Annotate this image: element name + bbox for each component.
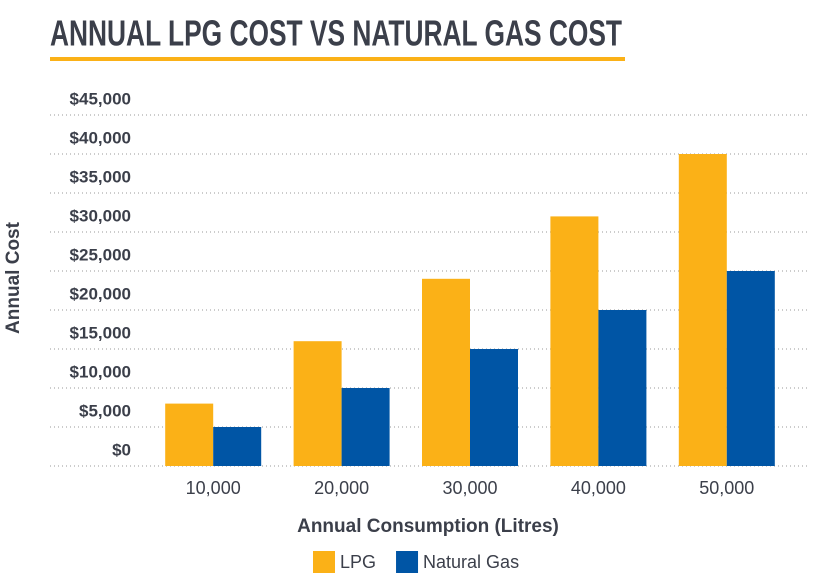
y-tick-label: $45,000 [70,89,131,108]
chart-title: ANNUAL LPG COST VS NATURAL GAS COST [50,13,622,54]
bar [598,310,647,466]
x-tick-label: 20,000 [314,478,369,498]
y-tick-label: $15,000 [70,323,131,342]
y-tick-label: $5,000 [79,401,131,420]
y-tick-label: $20,000 [70,284,131,303]
x-axis-title: Annual Consumption (Litres) [297,516,559,537]
x-tick-label: 30,000 [442,478,497,498]
y-tick-label: $0 [112,440,131,459]
x-tick-label: 50,000 [699,478,754,498]
y-tick-label: $35,000 [70,167,131,186]
legend-label: Natural Gas [423,552,519,572]
y-tick-label: $40,000 [70,128,131,147]
bar [422,278,470,466]
bar [726,271,775,466]
bar [293,341,342,466]
bar [470,349,518,466]
legend-swatch [313,551,335,573]
bar [165,403,214,466]
title-underline [50,57,625,61]
bar [341,388,390,466]
y-tick-label: $10,000 [70,362,131,381]
bar [678,154,727,466]
x-tick-label: 10,000 [186,478,241,498]
y-tick-label: $30,000 [70,206,131,225]
legend-swatch [396,551,419,573]
bar [213,427,262,466]
x-tick-label: 40,000 [571,478,626,498]
y-axis-title: Annual Cost [3,221,24,334]
bar [550,216,599,466]
legend-label: LPG [340,552,376,572]
y-tick-label: $25,000 [70,245,131,264]
